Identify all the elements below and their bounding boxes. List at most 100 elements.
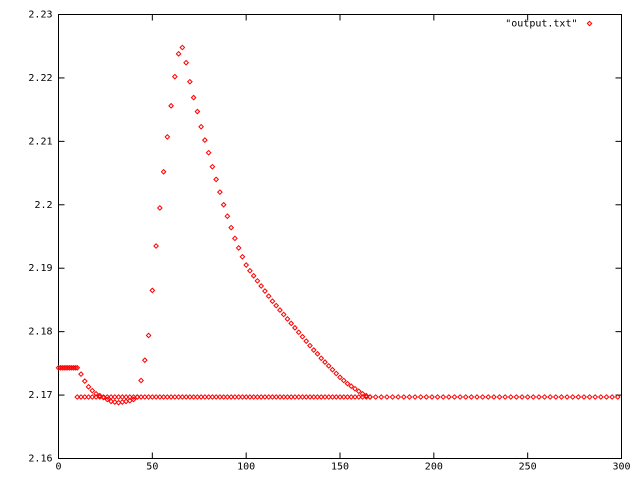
data-point [273,302,280,309]
data-point [254,277,261,284]
data-point [201,137,208,143]
data-point [541,394,548,400]
data-point [81,378,88,385]
data-point [400,394,407,400]
data-point [205,149,212,156]
data-point [314,350,321,357]
data-point [292,324,298,331]
data-point [310,347,317,353]
data-point [307,342,313,349]
data-point [603,394,610,400]
x-tick-label: 150 [331,462,349,473]
plot-frame [58,14,622,459]
data-point [581,394,587,400]
data-point [156,205,163,211]
data-point [85,383,92,390]
data-point [440,394,447,400]
data-point [295,329,302,336]
data-point [239,253,246,260]
data-point [513,394,520,400]
data-point [171,73,178,80]
data-point [209,163,216,170]
data-point [231,235,238,242]
data-point [262,288,268,294]
data-point [89,387,96,394]
data-point [280,311,287,318]
data-point [333,370,340,377]
data-point [614,394,621,400]
data-point [198,123,205,130]
data-point [406,394,413,400]
data-point [325,362,332,369]
data-point [412,394,418,400]
data-point [524,394,531,400]
data-point [149,287,156,294]
data-point [277,307,283,313]
data-point [558,394,565,400]
data-point [213,176,220,183]
data-point [164,134,171,140]
data-point [575,394,582,400]
data-point [74,364,81,371]
data-point [190,94,197,101]
x-tick-label: 50 [146,462,158,473]
data-point [183,59,190,66]
data-point [235,245,242,251]
data-point [322,359,328,365]
data-point [485,394,492,400]
data-point [429,394,435,400]
data-point [186,78,193,85]
data-point [502,394,509,400]
data-point [168,102,175,109]
data-point [352,385,358,392]
data-point [250,272,257,279]
data-point [220,201,227,208]
data-point [496,394,503,400]
data-point [303,338,310,345]
x-tick-label: 100 [237,462,255,473]
data-point [372,394,379,400]
x-tick-label: 200 [425,462,443,473]
data-point [434,394,441,400]
y-tick-label: 2.23 [28,10,52,21]
data-point [348,383,355,390]
data-point [288,320,295,327]
data-point [269,298,276,305]
data-point [597,394,604,400]
data-point [247,267,253,274]
data-point [586,394,593,400]
data-point [423,394,430,400]
data-point [479,394,486,400]
data-point [445,394,452,400]
data-point [141,357,148,364]
y-tick-label: 2.16 [28,454,52,465]
data-point [474,394,480,400]
data-point [340,377,347,384]
data-point [468,394,475,400]
data-point [378,394,385,400]
data-point [194,108,201,115]
data-point [78,371,84,378]
data-point [417,394,424,400]
x-tick-label: 250 [519,462,537,473]
data-point [530,394,537,400]
data-point [536,394,542,400]
data-point [564,394,570,400]
legend-label: "output.txt" [505,19,577,30]
data-point [318,355,325,362]
data-point [329,366,336,373]
data-point [145,332,152,339]
data-point [243,262,250,268]
data-point [462,394,469,400]
x-tick-label: 300 [612,462,630,473]
data-point [138,377,144,384]
data-point [395,394,402,400]
data-point [175,50,182,57]
data-point [284,316,291,322]
y-tick-label: 2.22 [28,73,52,84]
x-tick-label: 0 [55,462,61,473]
y-tick-label: 2.19 [28,263,52,274]
y-tick-label: 2.17 [28,390,52,401]
data-point [490,394,497,400]
